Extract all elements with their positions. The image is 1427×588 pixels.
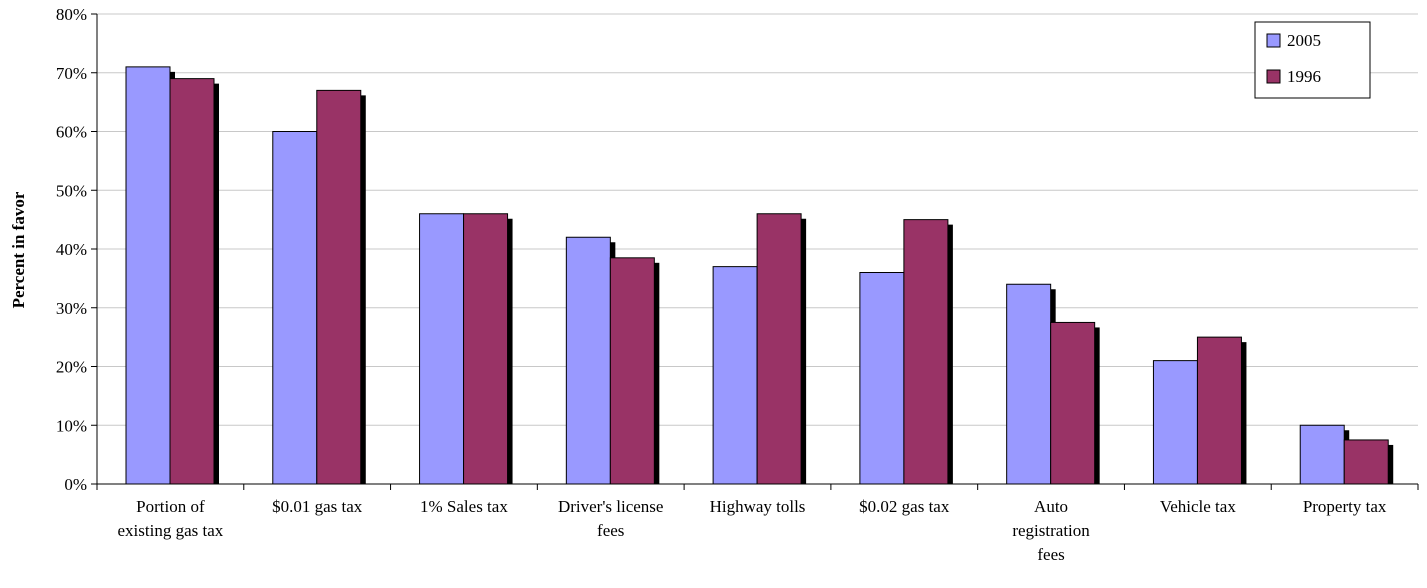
x-tick-label: Property tax — [1303, 497, 1387, 516]
bar-2005-2 — [419, 213, 465, 485]
y-tick-label: 20% — [56, 358, 87, 377]
x-tick-label: Driver's license fees — [558, 497, 664, 540]
axes — [96, 14, 1419, 490]
bar-1996-1 — [316, 89, 362, 485]
bar-1996-5 — [903, 219, 949, 485]
bar-1996-8 — [1343, 439, 1389, 485]
x-tick-label: 1% Sales tax — [420, 497, 508, 516]
y-tick-label: 10% — [56, 416, 87, 435]
y-tick-label: 30% — [56, 299, 87, 318]
y-axis-ticks: 0% 10% 20% 30% 40% 50% 60% 70% 80% — [56, 5, 97, 494]
legend: 2005 1996 — [1254, 21, 1371, 99]
bar-2005-7 — [1152, 360, 1198, 485]
legend-swatch-2005 — [1266, 33, 1281, 48]
bar-2005-8 — [1299, 424, 1345, 485]
legend-swatch-1996 — [1266, 69, 1281, 84]
bar-2005-5 — [859, 272, 905, 485]
bars — [125, 66, 1394, 485]
bar-1996-0 — [169, 78, 215, 485]
y-tick-label: 80% — [56, 5, 87, 24]
y-tick-label: 0% — [64, 475, 87, 494]
x-tick-label: Auto registration fees — [1012, 497, 1090, 564]
bar-1996-6 — [1050, 321, 1096, 485]
y-tick-label: 60% — [56, 123, 87, 142]
x-tick-label: $0.01 gas tax — [272, 497, 363, 516]
bar-1996-7 — [1196, 336, 1242, 485]
legend-label-2005: 2005 — [1287, 31, 1321, 50]
y-tick-label: 50% — [56, 181, 87, 200]
x-axis-labels: Portion of existing gas tax $0.01 gas tax 1… — [118, 497, 1387, 564]
y-tick-label: 40% — [56, 240, 87, 259]
bar-2005-6 — [1006, 283, 1052, 485]
y-tick-label: 70% — [56, 64, 87, 83]
bar-2005-1 — [272, 131, 318, 485]
x-tick-label: Vehicle tax — [1160, 497, 1236, 516]
bar-2005-3 — [565, 236, 611, 485]
legend-label-1996: 1996 — [1287, 67, 1321, 86]
y-axis-title: Percent in favor — [9, 191, 28, 308]
bar-2005-0 — [125, 66, 171, 485]
bar-1996-2 — [463, 213, 509, 485]
x-tick-label: Portion of existing gas tax — [118, 497, 224, 540]
bar-1996-3 — [609, 257, 655, 485]
x-tick-label: Highway tolls — [710, 497, 806, 516]
bar-1996-4 — [756, 213, 802, 485]
bar-2005-4 — [712, 266, 758, 485]
x-tick-label: $0.02 gas tax — [859, 497, 950, 516]
